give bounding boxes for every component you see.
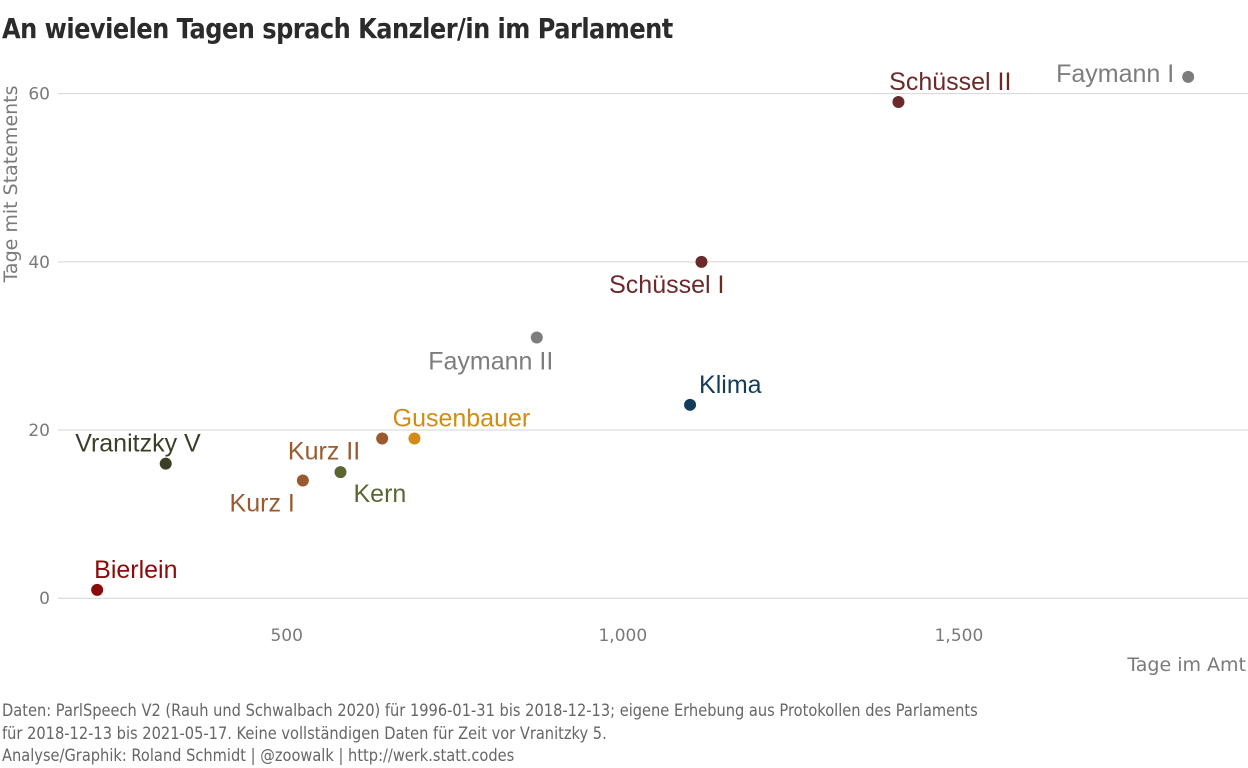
point-kern bbox=[334, 466, 347, 479]
label-klima: Klima bbox=[699, 371, 762, 399]
caption-line-2: für 2018-12-13 bis 2021-05-17. Keine vol… bbox=[2, 723, 607, 744]
x-tick-label: 1,500 bbox=[935, 626, 984, 646]
point-schüssel-ii bbox=[892, 96, 905, 109]
point-vranitzky-v bbox=[159, 457, 172, 470]
point-labels: Bierlein Vranitzky V Kurz I Kern Kurz II Guse… bbox=[75, 60, 1174, 584]
label-schüssel-i: Schüssel I bbox=[609, 271, 724, 299]
caption-line-3: Analyse/Graphik: Roland Schmidt | @zoowa… bbox=[2, 746, 515, 766]
point-faymann-i bbox=[1182, 70, 1195, 83]
point-klima bbox=[684, 398, 697, 411]
y-tick-label: 40 bbox=[28, 253, 50, 273]
point-gusenbauer bbox=[408, 432, 421, 445]
y-axis-label: Tage mit Statements bbox=[0, 85, 22, 283]
gridlines bbox=[58, 93, 1248, 599]
caption-line-1: Daten: ParlSpeech V2 (Rauh und Schwalbac… bbox=[2, 701, 978, 721]
label-faymann-i: Faymann I bbox=[1056, 60, 1174, 88]
y-tick-label: 0 bbox=[39, 589, 50, 609]
point-faymann-ii bbox=[530, 331, 543, 344]
y-tick-labels: 0 20 40 60 bbox=[28, 85, 50, 610]
caption: Daten: ParlSpeech V2 (Rauh und Schwalbac… bbox=[2, 700, 1137, 768]
y-tick-label: 60 bbox=[28, 85, 50, 105]
label-schüssel-ii: Schüssel II bbox=[889, 68, 1011, 96]
point-schüssel-i bbox=[695, 255, 708, 268]
scatter-chart: 0 20 40 60 500 1,000 1,500 Tage im Amt Tage m… bbox=[0, 60, 1248, 676]
x-tick-labels: 500 1,000 1,500 bbox=[270, 626, 983, 646]
label-bierlein: Bierlein bbox=[94, 556, 177, 584]
point-kurz-i bbox=[296, 474, 309, 487]
point-kurz-ii bbox=[376, 432, 389, 445]
x-tick-label: 1,000 bbox=[598, 626, 647, 646]
data-points bbox=[91, 70, 1195, 596]
label-gusenbauer: Gusenbauer bbox=[393, 404, 531, 432]
label-kurz-i: Kurz I bbox=[230, 490, 295, 518]
label-kurz-ii: Kurz II bbox=[288, 437, 360, 465]
label-vranitzky-v: Vranitzky V bbox=[75, 430, 201, 458]
point-bierlein bbox=[91, 583, 104, 596]
label-kern: Kern bbox=[354, 480, 407, 508]
y-tick-label: 20 bbox=[28, 421, 50, 441]
x-tick-label: 500 bbox=[270, 626, 302, 646]
x-axis-label: Tage im Amt bbox=[1126, 654, 1246, 676]
chart-title: An wievielen Tagen sprach Kanzler/in im … bbox=[2, 12, 673, 45]
label-faymann-ii: Faymann II bbox=[428, 348, 553, 376]
